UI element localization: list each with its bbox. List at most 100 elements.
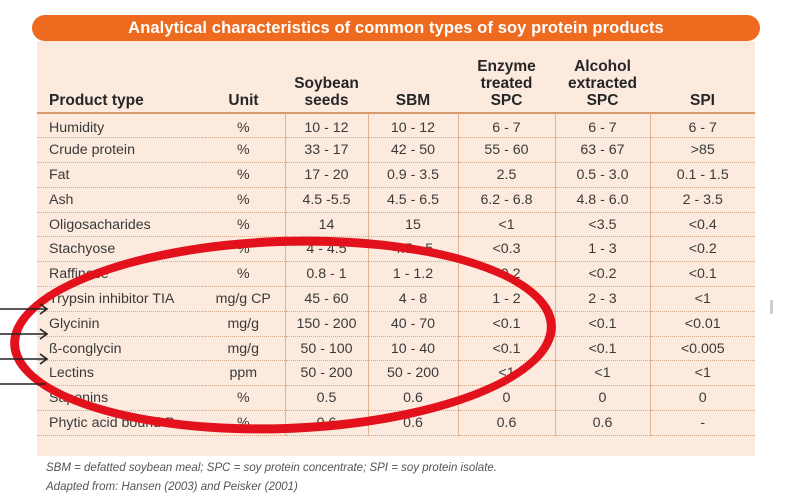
table-row: Ash% 4.5 -5.5 4.5 - 6.5 6.2 - 6.8 4.8 - 6.0 2… — [37, 187, 755, 213]
cell-alcohol: <0.2 — [554, 261, 650, 287]
header-row: Product type Unit Soybean seeds SBM Enzym… — [37, 44, 755, 113]
table-row: Phytic acid bound P% 0.6 0.6 0.6 0.6- — [37, 410, 755, 436]
header-alcohol-extracted-spc: Alcohol extracted SPC — [568, 58, 637, 109]
cell-unit: mg/g — [227, 340, 260, 357]
header-unit: Unit — [228, 92, 259, 109]
cell-sbm: 10 - 12 — [367, 113, 458, 138]
cell-alcohol: 63 - 67 — [554, 137, 650, 163]
cell-product: ß-conglycin — [49, 340, 122, 357]
cell-unit: % — [236, 414, 250, 431]
cell-spi: 2 - 3.5 — [649, 187, 755, 213]
cell-sbm: 1 - 1.2 — [367, 261, 458, 287]
cell-product: Crude protein — [49, 142, 135, 159]
cell-enzyme: <0.3 — [457, 236, 555, 262]
cell-alcohol: 1 - 3 — [554, 236, 650, 262]
cell-spi: >85 — [649, 137, 755, 163]
footnote-abbreviations: SBM = defatted soybean meal; SPC = soy p… — [46, 462, 497, 474]
cell-spi: <0.4 — [649, 212, 755, 237]
header-spi: SPI — [690, 92, 715, 109]
cell-product: Phytic acid bound P — [49, 414, 175, 431]
cell-product: Oligosacharides — [49, 216, 151, 233]
cell-alcohol: <0.1 — [554, 311, 650, 337]
cell-sbm: 15 — [367, 212, 458, 237]
cell-sbm: 0.6 — [367, 385, 458, 411]
cell-enzyme: <1 — [457, 212, 555, 237]
cell-soybean: 4.5 -5.5 — [284, 187, 368, 213]
cell-product: Saponins — [49, 390, 109, 407]
cell-sbm: 10 - 40 — [367, 336, 458, 361]
cell-product: Trypsin inhibitor TIA — [49, 290, 175, 307]
cell-soybean: 4 - 4.5 — [284, 236, 368, 262]
cell-sbm: 4.5 - 6.5 — [367, 187, 458, 213]
cell-spi: <1 — [649, 286, 755, 312]
cell-alcohol: 0.5 - 3.0 — [554, 162, 650, 188]
cell-sbm: 0.6 — [367, 410, 458, 436]
cell-enzyme: 6.2 - 6.8 — [457, 187, 555, 213]
cell-product: Fat — [49, 166, 70, 183]
cell-enzyme: <0.1 — [457, 311, 555, 337]
cell-soybean: 50 - 200 — [284, 360, 368, 386]
cell-spi: 0.1 - 1.5 — [649, 162, 755, 188]
cell-unit: mg/g CP — [215, 290, 271, 307]
cell-soybean: 33 - 17 — [284, 137, 368, 163]
cell-alcohol: <3.5 — [554, 212, 650, 237]
cell-product: Stachyose — [49, 241, 116, 258]
table-row: ß-conglycin mg/g 50 - 100 10 - 40 <0.1 <0.1 <0… — [37, 336, 755, 361]
cell-soybean: 0.5 — [284, 385, 368, 411]
cell-enzyme: 6 - 7 — [457, 113, 555, 138]
cell-unit: mg/g — [227, 315, 260, 332]
cell-alcohol: 4.8 - 6.0 — [554, 187, 650, 213]
cell-soybean: 0.8 - 1 — [284, 261, 368, 287]
table-row: Trypsin inhibitor TIA mg/g CP 45 - 60 4 - 8… — [37, 286, 755, 312]
header-soybean-seeds: Soybean seeds — [294, 75, 359, 109]
table-row: Oligosacharides% 14 15 <1 <3.5 <0.4 — [37, 212, 755, 237]
cell-alcohol: 0 — [554, 385, 650, 411]
cell-unit: ppm — [229, 365, 258, 382]
footnote-source: Adapted from: Hansen (2003) and Peisker … — [46, 481, 298, 493]
cell-unit: % — [236, 142, 250, 159]
table-row: Lectins ppm 50 - 200 50 - 200 <1 <1 <1 — [37, 360, 755, 386]
cell-soybean: 50 - 100 — [284, 336, 368, 361]
cell-soybean: 150 - 200 — [284, 311, 368, 337]
cell-enzyme: <0.2 — [457, 261, 555, 287]
cell-enzyme: <0.1 — [457, 336, 555, 361]
arrow-icon-lectins — [0, 383, 46, 385]
cell-soybean: 45 - 60 — [284, 286, 368, 312]
cell-enzyme: <1 — [457, 360, 555, 386]
cell-product: Raffinose — [49, 266, 109, 283]
cell-enzyme: 1 - 2 — [457, 286, 555, 312]
cell-unit: % — [236, 241, 250, 258]
cell-sbm: 4.5 - 5 — [367, 236, 458, 262]
cell-spi: 0 — [649, 385, 755, 411]
cell-product: Lectins — [49, 365, 94, 382]
cell-sbm: 50 - 200 — [367, 360, 458, 386]
arrow-icon-conglycin — [0, 353, 49, 365]
cell-soybean: 17 - 20 — [284, 162, 368, 188]
table-row: Crude protein% 33 - 17 42 - 50 55 - 60 63 - … — [37, 137, 755, 163]
table-row: Saponins% 0.5 0.6 0 0 0 — [37, 385, 755, 411]
cell-product: Humidity — [49, 119, 105, 136]
cell-sbm: 40 - 70 — [367, 311, 458, 337]
cell-alcohol: 0.6 — [554, 410, 650, 436]
cell-unit: % — [236, 119, 250, 136]
header-sbm: SBM — [395, 92, 431, 109]
cell-sbm: 0.9 - 3.5 — [367, 162, 458, 188]
table-row: Fat% 17 - 20 0.9 - 3.5 2.5 0.5 - 3.0 0.1 - 1.… — [37, 162, 755, 188]
table-title: Analytical characteristics of common typ… — [32, 15, 760, 41]
cell-unit: % — [236, 266, 250, 283]
cell-enzyme: 55 - 60 — [457, 137, 555, 163]
cell-unit: % — [236, 166, 250, 183]
soy-protein-table: Product type Unit Soybean seeds SBM Enzym… — [37, 44, 755, 436]
cell-sbm: 4 - 8 — [367, 286, 458, 312]
cell-unit: % — [236, 191, 250, 208]
cell-soybean: 0.6 — [284, 410, 368, 436]
cell-sbm: 42 - 50 — [367, 137, 458, 163]
cell-spi: <0.005 — [649, 336, 755, 361]
header-product-type: Product type — [49, 92, 144, 109]
cell-soybean: 10 - 12 — [284, 113, 368, 138]
cell-unit: % — [236, 216, 250, 233]
cell-spi: <1 — [649, 360, 755, 386]
cell-enzyme: 0 — [457, 385, 555, 411]
